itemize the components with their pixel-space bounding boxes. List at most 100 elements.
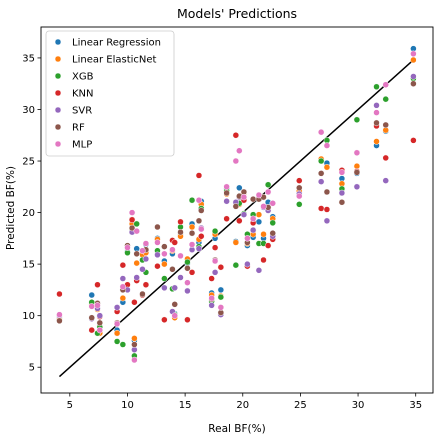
data-point-mlp xyxy=(94,302,100,308)
data-point-mlp xyxy=(169,247,175,253)
legend-marker-xgb xyxy=(55,73,61,79)
data-point-linear-elasticnet xyxy=(261,231,267,237)
data-point-mlp xyxy=(224,184,230,190)
data-point-linear-elasticnet xyxy=(120,295,126,301)
x-tick-label: 10 xyxy=(121,400,134,411)
x-tick-label: 20 xyxy=(236,400,249,411)
y-tick-label: 35 xyxy=(22,53,35,64)
data-point-mlp xyxy=(265,189,271,195)
data-point-mlp xyxy=(354,150,360,156)
legend-marker-linear-elasticnet xyxy=(55,56,61,62)
data-point-linear-elasticnet xyxy=(374,138,380,144)
data-point-knn xyxy=(410,137,416,143)
data-point-mlp xyxy=(184,280,190,286)
data-point-svr xyxy=(161,285,167,291)
data-point-rf xyxy=(184,265,190,271)
data-point-svr xyxy=(324,218,330,224)
data-point-linear-elasticnet xyxy=(131,335,137,341)
data-point-mlp xyxy=(178,253,184,259)
data-point-knn xyxy=(94,282,100,288)
data-point-svr xyxy=(410,73,416,79)
data-point-rf xyxy=(354,169,360,175)
data-point-knn xyxy=(383,155,389,161)
data-point-linear-elasticnet xyxy=(410,57,416,63)
y-tick-label: 30 xyxy=(22,105,35,116)
data-point-svr xyxy=(354,184,360,190)
data-point-linear-elasticnet xyxy=(233,239,239,245)
y-tick-label: 15 xyxy=(22,260,35,271)
data-point-knn xyxy=(265,243,271,249)
data-point-xgb xyxy=(265,182,271,188)
data-point-mlp xyxy=(161,251,167,257)
data-point-mlp xyxy=(129,210,135,216)
legend-label-knn: KNN xyxy=(72,89,94,100)
data-point-rf xyxy=(89,315,95,321)
legend-label-svr: SVR xyxy=(72,106,92,117)
x-tick-label: 25 xyxy=(294,400,307,411)
data-point-svr xyxy=(120,276,126,282)
data-point-xgb xyxy=(120,342,126,348)
data-point-mlp xyxy=(374,110,380,116)
data-point-rf xyxy=(178,229,184,235)
data-point-rf xyxy=(97,320,103,326)
data-point-mlp xyxy=(198,226,204,232)
data-point-knn xyxy=(89,327,95,333)
data-point-knn xyxy=(56,291,62,297)
legend-marker-rf xyxy=(55,124,61,130)
data-point-mlp xyxy=(131,357,137,363)
data-point-rf xyxy=(189,230,195,236)
data-point-svr xyxy=(154,252,160,258)
data-point-svr xyxy=(212,269,218,275)
data-point-xgb xyxy=(354,117,360,123)
data-point-knn xyxy=(120,262,126,268)
data-point-mlp xyxy=(89,303,95,309)
data-point-knn xyxy=(184,317,190,323)
legend-label-linear-regression: Linear Regression xyxy=(72,38,161,49)
data-point-svr xyxy=(184,288,190,294)
data-point-mlp xyxy=(270,200,276,206)
data-point-linear-elasticnet xyxy=(189,224,195,230)
data-point-mlp xyxy=(339,169,345,175)
data-point-linear-regression xyxy=(256,219,262,225)
data-point-mlp xyxy=(244,235,250,241)
data-point-rf xyxy=(172,301,178,307)
data-point-knn xyxy=(198,233,204,239)
data-point-svr xyxy=(97,313,103,319)
data-point-knn xyxy=(261,257,267,263)
data-point-rf xyxy=(318,170,324,176)
data-point-xgb xyxy=(318,158,324,164)
data-point-rf xyxy=(270,230,276,236)
data-point-mlp xyxy=(318,129,324,135)
data-point-rf xyxy=(161,244,167,250)
data-point-svr xyxy=(196,246,202,252)
data-point-mlp xyxy=(296,193,302,199)
data-point-mlp xyxy=(114,321,120,327)
data-point-knn xyxy=(224,216,230,222)
data-point-svr xyxy=(172,285,178,291)
data-point-svr xyxy=(114,304,120,310)
data-point-knn xyxy=(296,178,302,184)
legend-marker-linear-regression xyxy=(55,39,61,45)
data-point-xgb xyxy=(383,96,389,102)
data-point-xgb xyxy=(189,197,195,203)
y-axis-label: Predicted BF(%) xyxy=(5,166,17,250)
data-point-mlp xyxy=(189,242,195,248)
data-point-rf xyxy=(131,342,137,348)
data-point-svr xyxy=(178,275,184,281)
data-point-xgb xyxy=(270,220,276,226)
data-point-knn xyxy=(154,263,160,269)
data-point-svr xyxy=(244,261,250,267)
data-point-rf xyxy=(296,185,302,191)
x-tick-label: 15 xyxy=(179,400,192,411)
data-point-mlp xyxy=(134,228,140,234)
data-point-knn xyxy=(324,206,330,212)
data-point-rf xyxy=(139,291,145,297)
data-point-rf xyxy=(339,199,345,205)
legend-label-xgb: XGB xyxy=(72,72,94,83)
data-point-rf xyxy=(374,120,380,126)
data-point-knn xyxy=(236,218,242,224)
y-tick-label: 25 xyxy=(22,157,35,168)
data-point-knn xyxy=(161,317,167,323)
data-point-mlp xyxy=(233,158,239,164)
